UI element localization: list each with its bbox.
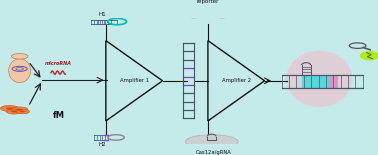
Text: Cas12a/gRNA: Cas12a/gRNA [196, 151, 231, 155]
Text: H2: H2 [98, 142, 106, 147]
Ellipse shape [9, 59, 31, 83]
Circle shape [16, 109, 29, 114]
Ellipse shape [185, 135, 238, 149]
Circle shape [11, 107, 28, 112]
Circle shape [17, 109, 23, 111]
Circle shape [6, 109, 22, 114]
Circle shape [11, 111, 17, 112]
Text: reporter: reporter [197, 0, 219, 4]
Ellipse shape [287, 51, 352, 107]
Text: Amplifier 1: Amplifier 1 [120, 78, 150, 83]
Ellipse shape [360, 51, 378, 60]
Bar [329, 75, 338, 88]
Circle shape [187, 13, 200, 18]
Text: microRNA: microRNA [45, 61, 72, 66]
Circle shape [20, 111, 25, 112]
Text: H1: H1 [98, 12, 106, 17]
Circle shape [11, 53, 28, 59]
Bar [302, 75, 329, 88]
Text: Amplifier 2: Amplifier 2 [222, 78, 252, 83]
Text: fM: fM [53, 111, 65, 120]
Circle shape [0, 105, 19, 111]
Circle shape [215, 13, 229, 18]
Circle shape [6, 107, 12, 109]
